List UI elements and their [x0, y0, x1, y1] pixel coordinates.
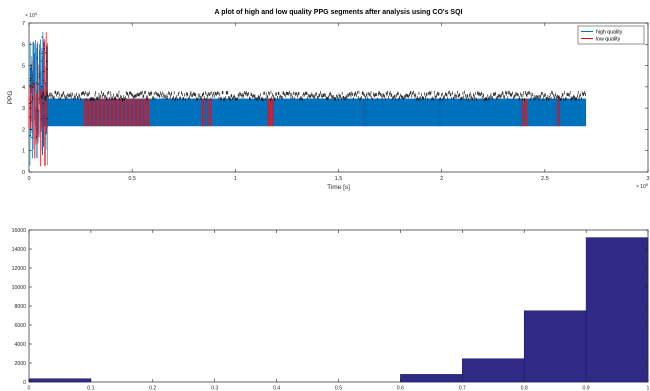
chart-title: A plot of high and low quality PPG segme… [214, 9, 462, 16]
low-quality-segment [437, 98, 443, 127]
x-tick-label: 0.4 [273, 386, 280, 391]
x-tick-label: 0.8 [521, 386, 528, 391]
high-quality-band [41, 98, 587, 127]
histogram-bar [585, 237, 649, 383]
x-tick-label: 0.7 [459, 386, 466, 391]
y-tick-label: 12000 [12, 266, 27, 272]
x-tick-label: 0.2 [149, 386, 156, 391]
y-tick-label: 2000 [14, 361, 26, 367]
x-tick-label: 0.5 [128, 176, 136, 182]
low-quality-segment [267, 98, 273, 127]
low-quality-segment [201, 98, 211, 127]
y-axis-exponent: × 104 [25, 11, 38, 19]
x-tick-label: 0.1 [87, 386, 94, 391]
x-axis-ticks: 0 0.5 1 1.5 2 2.5 3 [27, 23, 650, 182]
y-tick-label: 14000 [12, 247, 27, 253]
x-axis-ticks: 0 0.1 0.2 0.3 0.4 0.5 0.6 0.7 0.8 0.9 1 [28, 230, 650, 391]
histogram-bar [28, 378, 92, 383]
low-quality-segment [84, 98, 150, 127]
x-tick-label: 2 [440, 176, 443, 182]
histogram-chart: 0 0.1 0.2 0.3 0.4 0.5 0.6 0.7 0.8 0.9 1 0 2000 4000 6… [12, 228, 650, 391]
legend-entry-low-quality: low quality [596, 37, 621, 43]
x-tick-label: 1 [234, 176, 237, 182]
x-tick-label: 0.3 [211, 386, 218, 391]
y-exponent-power: 4 [35, 11, 38, 16]
y-tick-label: 4 [22, 85, 25, 91]
y-tick-label: 10000 [12, 285, 27, 291]
y-tick-label: 6 [22, 42, 25, 48]
legend: high quality low quality [577, 25, 645, 45]
y-tick-label: 6000 [14, 323, 26, 329]
y-tick-label: 3 [22, 106, 25, 112]
y-tick-label: 5 [22, 64, 25, 70]
legend-box [577, 25, 645, 45]
y-axis-label: PPG [7, 91, 14, 105]
top-plot-area [28, 22, 649, 173]
x-tick-label: 0.6 [397, 386, 404, 391]
low-quality-segment [362, 98, 368, 127]
ppg-series-layer [28, 31, 587, 167]
histogram-bar [400, 374, 463, 383]
histogram-bar [523, 310, 587, 383]
x-tick-label: 3 [646, 176, 649, 182]
low-quality-segment [556, 98, 560, 127]
legend-entry-high-quality: high quality [596, 30, 623, 36]
y-tick-label: 1 [22, 149, 25, 155]
x-axis-exponent: × 105 [636, 182, 649, 190]
y-axis-ticks: 0 1 2 3 4 5 6 7 [22, 21, 648, 176]
y-tick-label: 4000 [14, 342, 26, 348]
x-axis-label: Time [s] [327, 184, 350, 191]
y-tick-label: 7 [22, 21, 25, 27]
x-exponent-base: × 10 [636, 184, 646, 190]
low-quality-segment [521, 98, 527, 127]
x-exponent-power: 5 [646, 182, 649, 187]
y-exponent-base: × 10 [25, 13, 35, 19]
x-tick-label: 1 [647, 386, 650, 391]
x-tick-label: 0 [28, 386, 31, 391]
y-tick-label: 16000 [12, 228, 27, 234]
y-tick-label: 0 [23, 380, 26, 386]
y-tick-label: 2 [22, 127, 25, 133]
x-tick-label: 1.5 [335, 176, 343, 182]
histogram-bars [28, 237, 649, 383]
ppg-line-chart: A plot of high and low quality PPG segme… [7, 9, 650, 191]
histogram-bar [462, 358, 525, 383]
low-quality-segment [28, 31, 48, 167]
y-axis-ticks: 0 2000 4000 6000 8000 10000 12000 14000 16000 [12, 228, 648, 386]
y-tick-label: 0 [22, 170, 25, 176]
x-tick-label: 2.5 [541, 176, 549, 182]
x-tick-label: 0.9 [582, 386, 589, 391]
x-tick-label: 0 [27, 176, 30, 182]
y-tick-label: 8000 [14, 304, 26, 310]
x-tick-label: 0.5 [335, 386, 342, 391]
